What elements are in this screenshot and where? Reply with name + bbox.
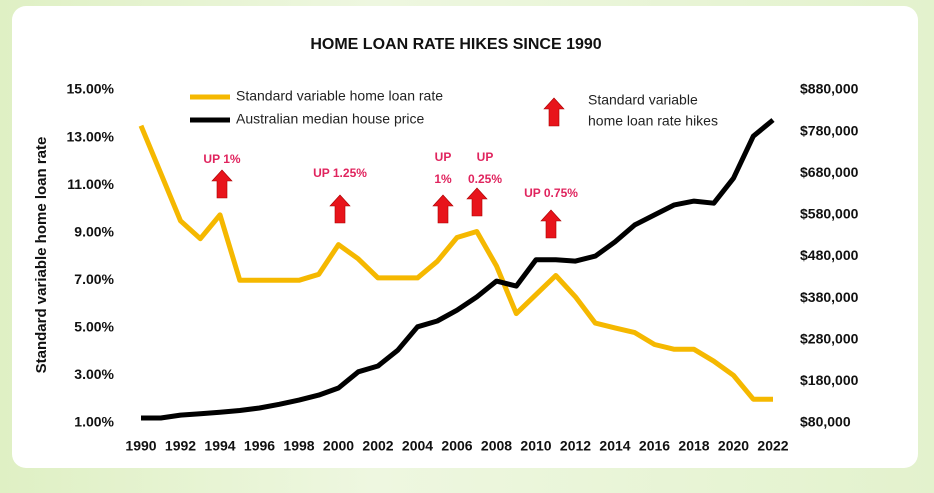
hike-arrow bbox=[540, 209, 562, 239]
x-tick-label: 2018 bbox=[678, 438, 709, 454]
x-tick-label: 2004 bbox=[402, 438, 433, 454]
x-tick-label: 2014 bbox=[599, 438, 630, 454]
y2-tick-label: $780,000 bbox=[800, 122, 859, 138]
y-tick-label: 1.00% bbox=[74, 414, 114, 430]
data-line bbox=[141, 118, 775, 421]
y-tick-label: 3.00% bbox=[74, 366, 114, 382]
x-tick-label: 1998 bbox=[283, 438, 314, 454]
y-tick-label: 7.00% bbox=[74, 271, 114, 287]
y-tick-label: 5.00% bbox=[74, 319, 114, 335]
x-tick-label: 1990 bbox=[125, 438, 156, 454]
y-tick-label: 11.00% bbox=[67, 176, 114, 192]
x-tick-label: 2002 bbox=[362, 438, 393, 454]
legend-label: Standard variable bbox=[588, 92, 698, 108]
y2-tick-label: $280,000 bbox=[800, 330, 859, 346]
x-tick-label: 2010 bbox=[520, 438, 551, 454]
x-tick-label: 2022 bbox=[757, 438, 788, 454]
legend-label: Australian median house price bbox=[236, 111, 425, 127]
hike-arrow bbox=[211, 169, 233, 199]
x-tick-label: 2016 bbox=[639, 438, 670, 454]
annotation: UP bbox=[435, 150, 452, 164]
y-axis-title: Standard variable home loan rate bbox=[33, 137, 50, 374]
legend-label: home loan rate hikes bbox=[588, 113, 718, 129]
hike-arrow bbox=[329, 194, 351, 224]
y2-tick-label: $880,000 bbox=[800, 81, 859, 97]
hike-arrow bbox=[432, 194, 454, 224]
x-tick-label: 2000 bbox=[323, 438, 354, 454]
annotation: 0.25% bbox=[468, 172, 502, 186]
x-tick-label: 2020 bbox=[718, 438, 749, 454]
annotation: 1% bbox=[434, 172, 452, 186]
y2-tick-label: $680,000 bbox=[800, 164, 859, 180]
y2-tick-label: $580,000 bbox=[800, 206, 859, 222]
y-tick-label: 15.00% bbox=[67, 81, 115, 97]
x-tick-label: 2006 bbox=[441, 438, 472, 454]
legend-label: Standard variable home loan rate bbox=[236, 88, 443, 104]
y2-tick-label: $80,000 bbox=[800, 414, 851, 430]
hike-arrow bbox=[466, 187, 488, 217]
annotation: UP bbox=[477, 150, 494, 164]
x-tick-label: 1992 bbox=[165, 438, 196, 454]
y-tick-label: 9.00% bbox=[74, 223, 114, 239]
x-tick-label: 2008 bbox=[481, 438, 512, 454]
x-tick-label: 1996 bbox=[244, 438, 275, 454]
y2-tick-label: $180,000 bbox=[800, 372, 859, 388]
x-tick-label: 2012 bbox=[560, 438, 591, 454]
x-tick-label: 1994 bbox=[204, 438, 235, 454]
data-line bbox=[138, 124, 773, 402]
annotation: UP 1.25% bbox=[313, 166, 367, 180]
legend-arrow bbox=[543, 97, 565, 127]
y-tick-label: 13.00% bbox=[67, 128, 115, 144]
y2-tick-label: $380,000 bbox=[800, 289, 859, 305]
y2-tick-label: $480,000 bbox=[800, 247, 859, 263]
chart-title: HOME LOAN RATE HIKES SINCE 1990 bbox=[310, 36, 601, 53]
annotation: UP 1% bbox=[203, 152, 240, 166]
annotation: UP 0.75% bbox=[524, 186, 578, 200]
